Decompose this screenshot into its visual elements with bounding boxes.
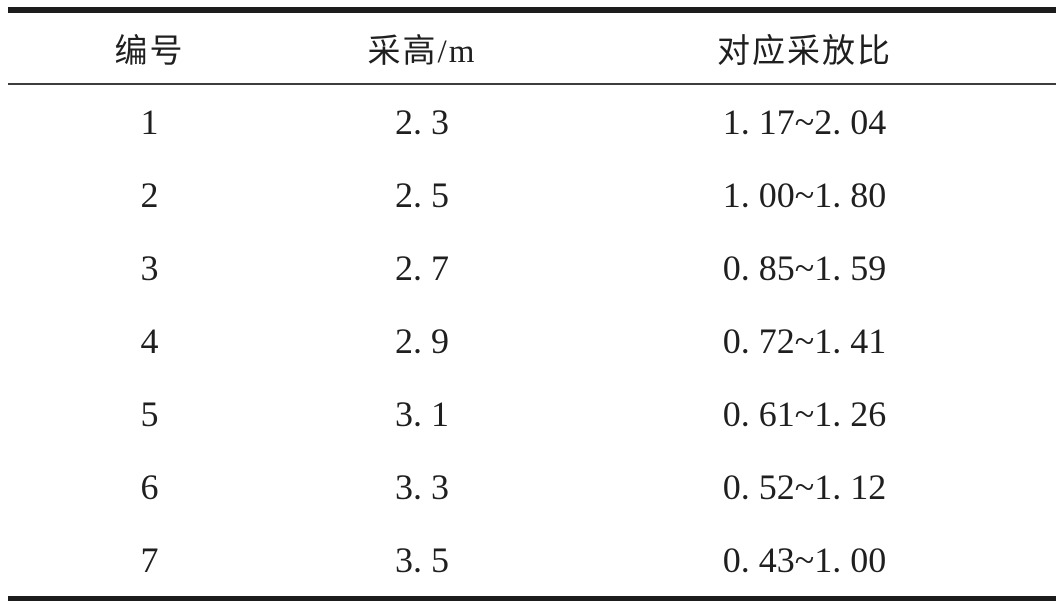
table-row: 4 2. 9 0. 72~1. 41 <box>8 304 1056 377</box>
cell-mining-height: 3. 5 <box>394 539 449 580</box>
cell-ratio-range: 0. 43~1. 00 <box>722 539 887 580</box>
cell-mining-height: 2. 9 <box>394 320 449 361</box>
data-table: 编号 采高/m 对应采放比 1 2. 3 1. 17~2. 04 2 2. 5 … <box>8 7 1056 601</box>
table-row: 2 2. 5 1. 00~1. 80 <box>8 158 1056 231</box>
cell-id: 7 <box>140 539 159 580</box>
cell-ratio-range: 0. 52~1. 12 <box>722 466 887 507</box>
cell-mining-height: 2. 5 <box>394 174 449 215</box>
column-header-mining-height: 采高/m <box>367 34 477 70</box>
cell-id: 2 <box>140 174 159 215</box>
cell-mining-height: 3. 3 <box>394 466 449 507</box>
cell-id: 4 <box>140 320 159 361</box>
cell-ratio-range: 1. 00~1. 80 <box>722 174 887 215</box>
table-row: 5 3. 1 0. 61~1. 26 <box>8 377 1056 450</box>
table-header-rule <box>8 83 1056 85</box>
column-header-ratio-range: 对应采放比 <box>716 34 892 70</box>
table-row: 1 2. 3 1. 17~2. 04 <box>8 85 1056 158</box>
table-row: 3 2. 7 0. 85~1. 59 <box>8 231 1056 304</box>
table-top-rule <box>8 7 1056 13</box>
cell-ratio-range: 0. 61~1. 26 <box>722 393 887 434</box>
table-header-row: 编号 采高/m 对应采放比 <box>8 13 1056 83</box>
cell-mining-height: 2. 7 <box>394 247 449 288</box>
cell-mining-height: 3. 1 <box>394 393 449 434</box>
cell-ratio-range: 0. 72~1. 41 <box>722 320 887 361</box>
cell-mining-height: 2. 3 <box>394 101 449 142</box>
cell-id: 3 <box>140 247 159 288</box>
cell-ratio-range: 0. 85~1. 59 <box>722 247 887 288</box>
cell-id: 5 <box>140 393 159 434</box>
table-bottom-rule <box>8 596 1056 601</box>
table-row: 7 3. 5 0. 43~1. 00 <box>8 523 1056 596</box>
column-header-id: 编号 <box>114 34 185 70</box>
table-row: 6 3. 3 0. 52~1. 12 <box>8 450 1056 523</box>
cell-ratio-range: 1. 17~2. 04 <box>722 101 887 142</box>
cell-id: 6 <box>140 466 159 507</box>
cell-id: 1 <box>140 101 159 142</box>
